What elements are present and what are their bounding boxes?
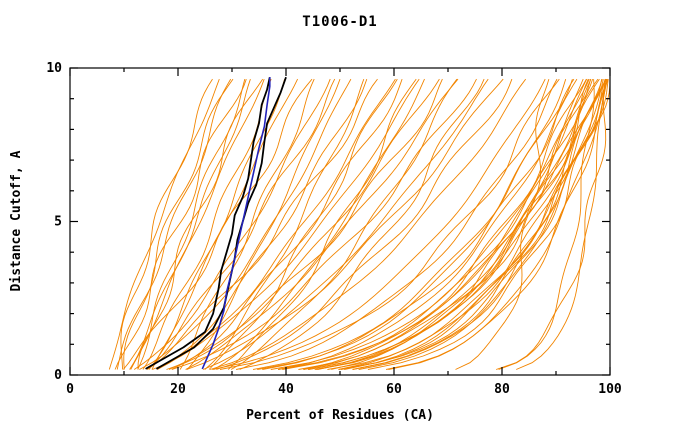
ensemble-curve (151, 78, 299, 370)
ensemble-curve (253, 78, 573, 370)
ensemble-curve (278, 78, 578, 370)
ensemble-curve (156, 78, 396, 370)
ensemble-curve (204, 78, 365, 370)
ensemble-curve (114, 78, 247, 370)
ensemble-curve (298, 78, 599, 370)
ensemble-curve (120, 78, 213, 370)
ensemble-curve (130, 78, 265, 370)
ensemble-curve (209, 78, 527, 370)
ensemble-curve (338, 78, 607, 370)
ensemble-curve (303, 78, 588, 370)
ensemble-curve (212, 78, 546, 370)
x-tick-label: 40 (278, 382, 294, 397)
ensemble-curve (308, 78, 607, 370)
model-black-1 (145, 77, 271, 370)
ensemble-curves (108, 78, 611, 370)
ensemble-curve (157, 78, 368, 370)
ensemble-curve (108, 78, 220, 370)
ensemble-curve (257, 78, 567, 370)
ensemble-curve (316, 78, 589, 370)
ensemble-curve (152, 78, 420, 370)
x-axis-label: Percent of Residues (CA) (246, 408, 434, 423)
ensemble-curve (179, 78, 315, 370)
ensemble-curve (388, 78, 609, 370)
ensemble-curve (303, 78, 587, 370)
ensemble-curve (208, 78, 398, 370)
x-tick-label: 100 (598, 382, 622, 397)
ensemble-curve (230, 78, 458, 370)
y-axis-label: Distance Cutoff, A (9, 150, 24, 291)
ensemble-curve (270, 78, 590, 370)
ensemble-curve (146, 78, 336, 370)
plot-frame-and-ticks: 0 20 40 60 80 100 0 5 10 (46, 61, 622, 397)
ensemble-curve (137, 78, 246, 370)
y-tick-label: 0 (54, 368, 62, 383)
ensemble-curve (262, 78, 575, 370)
ensemble-curve (307, 78, 594, 370)
ensemble-curve (133, 78, 331, 370)
ensemble-curve (171, 78, 403, 370)
ensemble-curve (216, 78, 513, 370)
ensemble-curve (495, 78, 608, 370)
ensemble-curve (317, 78, 592, 370)
ensemble-curve (185, 78, 459, 370)
ensemble-curve (352, 79, 603, 370)
ensemble-curve (455, 78, 550, 370)
y-tick-label: 10 (46, 61, 62, 76)
ensemble-curve (498, 79, 595, 370)
ensemble-curve (386, 78, 609, 370)
ensemble-curve (147, 78, 378, 370)
model-blue (201, 77, 271, 370)
ensemble-curve (139, 78, 352, 370)
ensemble-curve (282, 78, 592, 370)
ensemble-curve (168, 78, 440, 370)
ensemble-curve (187, 78, 341, 370)
ensemble-curve (367, 79, 611, 370)
ensemble-curve (116, 78, 232, 370)
ensemble-curve (331, 78, 600, 370)
ensemble-curve (123, 78, 234, 370)
x-tick-label: 0 (66, 382, 74, 397)
ensemble-curve (186, 78, 504, 370)
ensemble-curve (227, 78, 417, 370)
x-tick-label: 20 (170, 382, 186, 397)
ensemble-curve (122, 78, 313, 370)
ensemble-curve (129, 78, 251, 370)
ensemble-curve (213, 78, 425, 370)
ensemble-curve (344, 78, 608, 370)
y-tick-label: 5 (54, 215, 62, 230)
x-tick-label: 60 (386, 382, 402, 397)
highlight-curves (145, 76, 287, 370)
ensemble-curve (516, 79, 607, 370)
ensemble-curve (166, 78, 443, 370)
ensemble-curve (358, 79, 604, 370)
chart-title: T1006-D1 (302, 14, 377, 30)
x-tick-label: 80 (494, 382, 510, 397)
ensemble-curve (239, 78, 485, 370)
